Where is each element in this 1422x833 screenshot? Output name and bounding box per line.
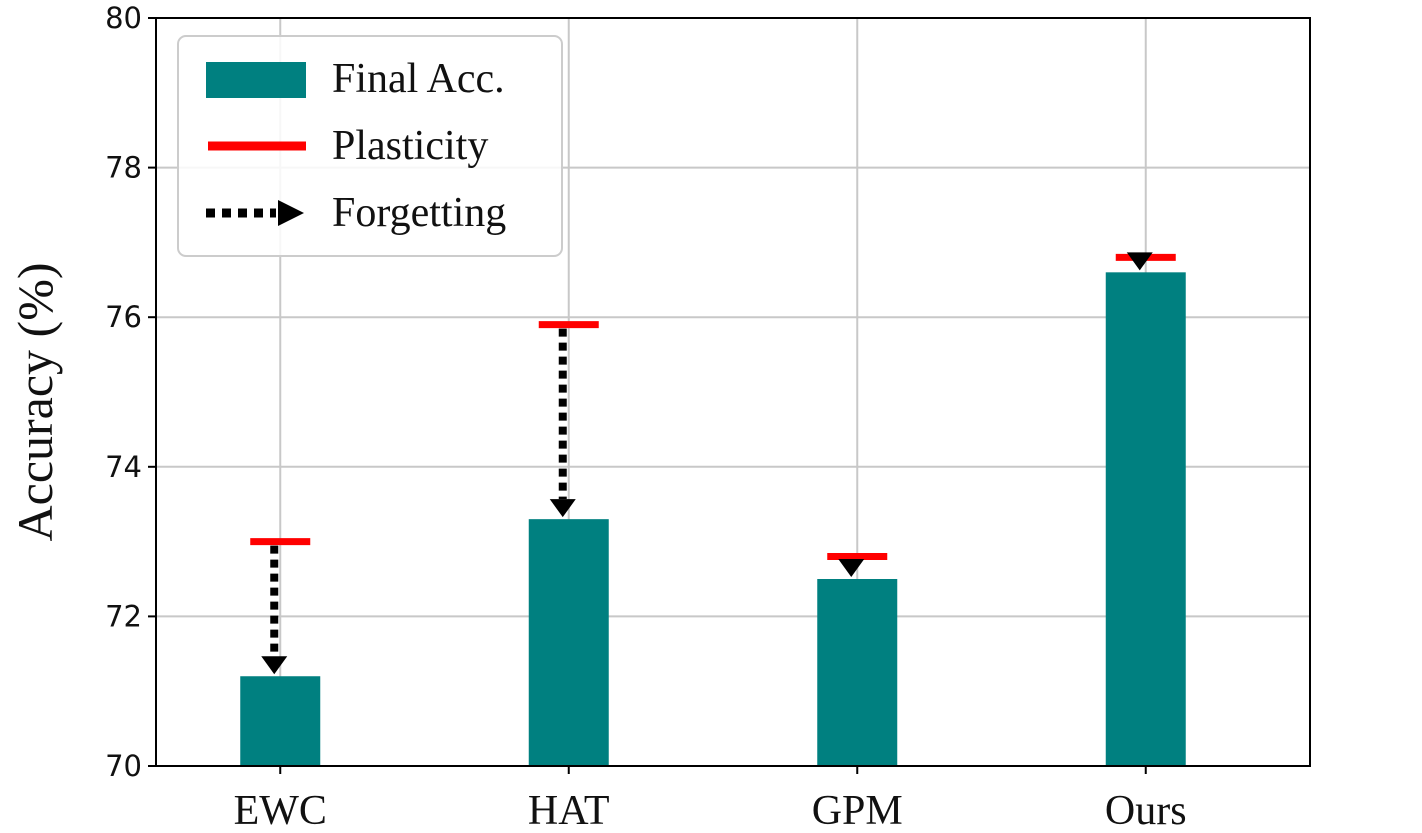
x-tick-label: HAT	[528, 788, 610, 833]
x-tick-label: Ours	[1105, 788, 1187, 833]
y-axis-label: Accuracy (%)	[7, 263, 63, 542]
forgetting-arrows	[261, 252, 1153, 675]
forgetting-arrow-head	[261, 656, 288, 675]
y-tick-label: 80	[105, 1, 142, 35]
plot-frame	[155, 17, 1311, 767]
bar-final-acc	[528, 519, 609, 766]
y-tick-label: 72	[105, 599, 142, 633]
x-tick-label: GPM	[812, 788, 903, 833]
plasticity-markers	[250, 253, 1176, 561]
forgetting-arrow-head	[838, 559, 865, 577]
y-tick-label: 70	[105, 749, 142, 783]
forgetting-arrow-head	[1126, 252, 1153, 271]
x-tick-label: EWC	[234, 788, 327, 833]
forgetting-arrow-head	[549, 499, 576, 518]
legend-forgetting-arrowhead	[278, 200, 304, 226]
legend-label-final-acc: Final Acc.	[332, 56, 505, 102]
legend-bar-swatch	[206, 62, 306, 98]
legend: Final Acc. Plasticity Forgetting	[177, 35, 563, 257]
y-tick-label: 74	[105, 450, 142, 484]
y-tick-label: 78	[105, 151, 142, 185]
legend-label-plasticity: Plasticity	[332, 123, 488, 169]
bar-final-acc	[817, 579, 898, 766]
final-acc-bars	[240, 272, 1186, 766]
bar-final-acc	[1105, 272, 1186, 766]
legend-label-forgetting: Forgetting	[332, 190, 506, 236]
y-tick-label: 76	[105, 300, 142, 334]
bar-final-acc	[240, 676, 321, 766]
x-tick-labels: EWC HAT GPM Ours	[234, 766, 1187, 833]
y-tick-labels: 70 72 74 76 78 80	[105, 1, 156, 783]
